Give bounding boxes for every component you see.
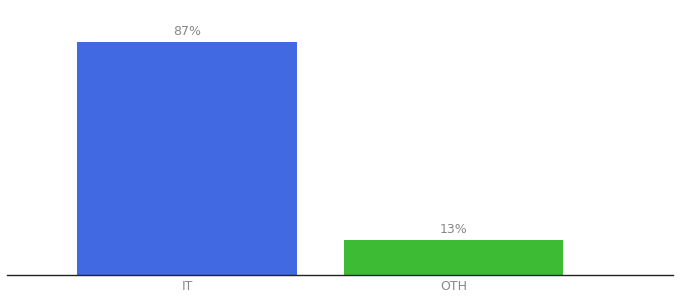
Bar bbox=[78, 42, 297, 274]
Text: 87%: 87% bbox=[173, 25, 201, 38]
Text: 13%: 13% bbox=[440, 223, 468, 236]
Bar bbox=[344, 240, 563, 274]
